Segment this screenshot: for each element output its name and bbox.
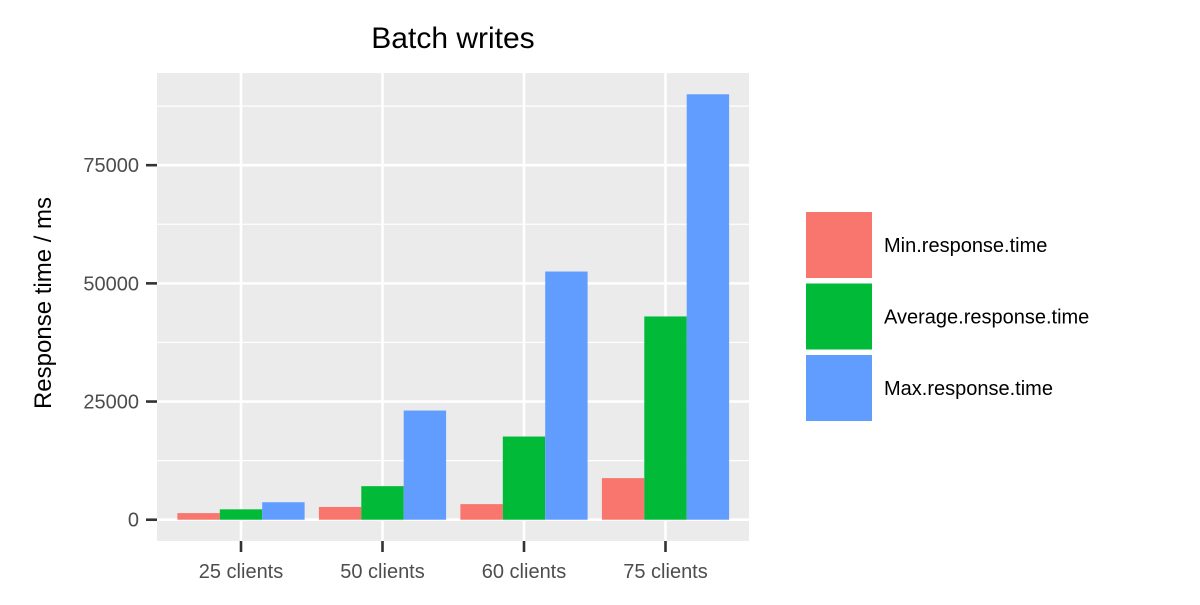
legend-label: Average.response.time [884, 307, 1089, 329]
legend-key [806, 355, 872, 421]
bar [403, 410, 447, 520]
y-axis-label: Response time / ms [30, 197, 57, 409]
chart-title: Batch writes [371, 22, 534, 55]
bar [262, 502, 305, 520]
legend-label: Min.response.time [884, 235, 1047, 257]
bar [545, 271, 588, 520]
x-axis: 25 clients 50 clients 60 clients 75 clients [199, 541, 708, 583]
bar [502, 436, 546, 520]
x-tick-label: 60 clients [482, 561, 567, 583]
y-tick-label: 75000 [83, 155, 139, 177]
legend-key [806, 212, 872, 278]
y-axis: 0 25000 50000 75000 [83, 155, 157, 532]
bar [686, 94, 730, 520]
x-tick-label: 50 clients [340, 561, 425, 583]
bar [460, 504, 503, 520]
y-tick-label: 0 [128, 510, 139, 532]
y-tick-label: 25000 [83, 392, 139, 414]
x-tick-label: 75 clients [623, 561, 708, 583]
legend: Min.response.time Average.response.time Ma… [806, 212, 1089, 421]
bar [601, 478, 645, 520]
bar [318, 506, 362, 520]
legend-label: Max.response.time [884, 378, 1053, 400]
x-tick-label: 25 clients [199, 561, 284, 583]
bar [644, 316, 687, 520]
bar [361, 486, 404, 520]
bars [177, 94, 730, 520]
y-tick-label: 50000 [83, 273, 139, 295]
bar [219, 509, 263, 520]
legend-key [806, 283, 872, 350]
bar [177, 513, 220, 520]
